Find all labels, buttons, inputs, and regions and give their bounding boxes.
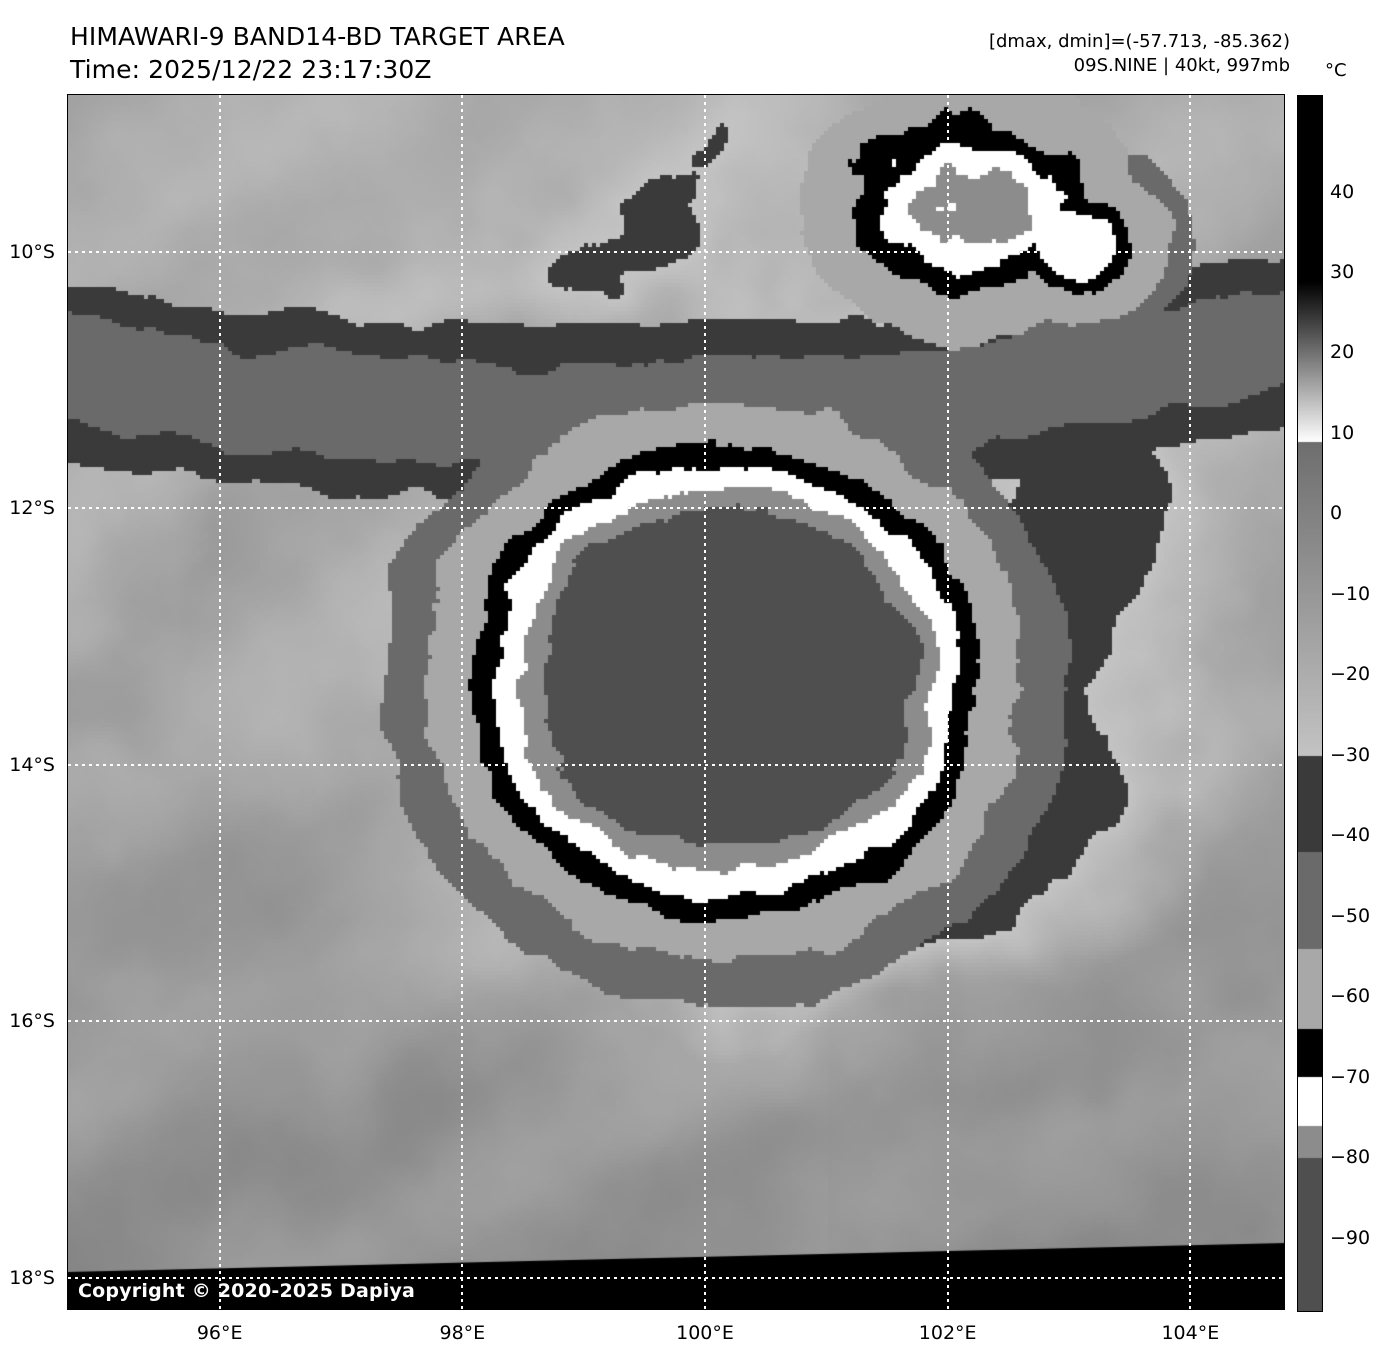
colorbar-gradient xyxy=(1298,96,1322,1311)
colorbar-tick-5: −10 xyxy=(1330,582,1371,605)
colorbar-tick-12: −80 xyxy=(1330,1146,1371,1169)
lat-tick-label-0: 10°S xyxy=(9,240,55,263)
storm-info-label: 09S.NINE | 40kt, 997mb xyxy=(1073,55,1290,77)
lat-tick-label-2: 14°S xyxy=(9,753,55,776)
colorbar-tick-2: 20 xyxy=(1330,341,1355,364)
data-extremes-label: [dmax, dmin]=(-57.713, -85.362) xyxy=(988,31,1290,52)
lon-tick-label-0: 96°E xyxy=(196,1322,243,1344)
plot-border xyxy=(67,94,1285,1310)
temperature-colorbar xyxy=(1297,95,1323,1312)
colorbar-tick-6: −20 xyxy=(1330,663,1371,686)
colorbar-tick-4: 0 xyxy=(1330,502,1343,525)
colorbar-tick-11: −70 xyxy=(1330,1065,1371,1088)
colorbar-tick-10: −60 xyxy=(1330,985,1371,1008)
observation-time: Time: 2025/12/22 23:17:30Z xyxy=(70,55,432,84)
colorbar-tick-7: −30 xyxy=(1330,743,1371,766)
colorbar-tick-3: 10 xyxy=(1330,421,1355,444)
infrared-brightness-temperature-map xyxy=(68,95,1285,1310)
lon-tick-label-1: 98°E xyxy=(439,1322,486,1344)
lat-tick-label-4: 18°S xyxy=(9,1266,55,1289)
colorbar-tick-9: −50 xyxy=(1330,904,1371,927)
lat-tick-label-3: 16°S xyxy=(9,1010,55,1033)
copyright-notice: Copyright © 2020-2025 Dapiya xyxy=(78,1280,416,1302)
header-left-block: HIMAWARI-9 BAND14-BD TARGET AREA Time: 2… xyxy=(70,20,565,86)
lon-tick-label-3: 102°E xyxy=(918,1322,977,1344)
colorbar-tick-13: −90 xyxy=(1330,1226,1371,1249)
satellite-image-panel: Copyright © 2020-2025 Dapiya xyxy=(67,94,1285,1310)
colorbar-tick-8: −40 xyxy=(1330,824,1371,847)
header-right-block: [dmax, dmin]=(-57.713, -85.362) 09S.NINE… xyxy=(989,30,1290,79)
lat-tick-label-1: 12°S xyxy=(9,497,55,520)
colorbar-tick-1: 30 xyxy=(1330,261,1355,284)
lon-tick-label-4: 104°E xyxy=(1161,1322,1220,1344)
colorbar-tick-0: 40 xyxy=(1330,180,1355,203)
page-title: HIMAWARI-9 BAND14-BD TARGET AREA xyxy=(70,22,565,51)
lon-tick-label-2: 100°E xyxy=(676,1322,734,1344)
colorbar-unit-label: °C xyxy=(1325,60,1347,81)
